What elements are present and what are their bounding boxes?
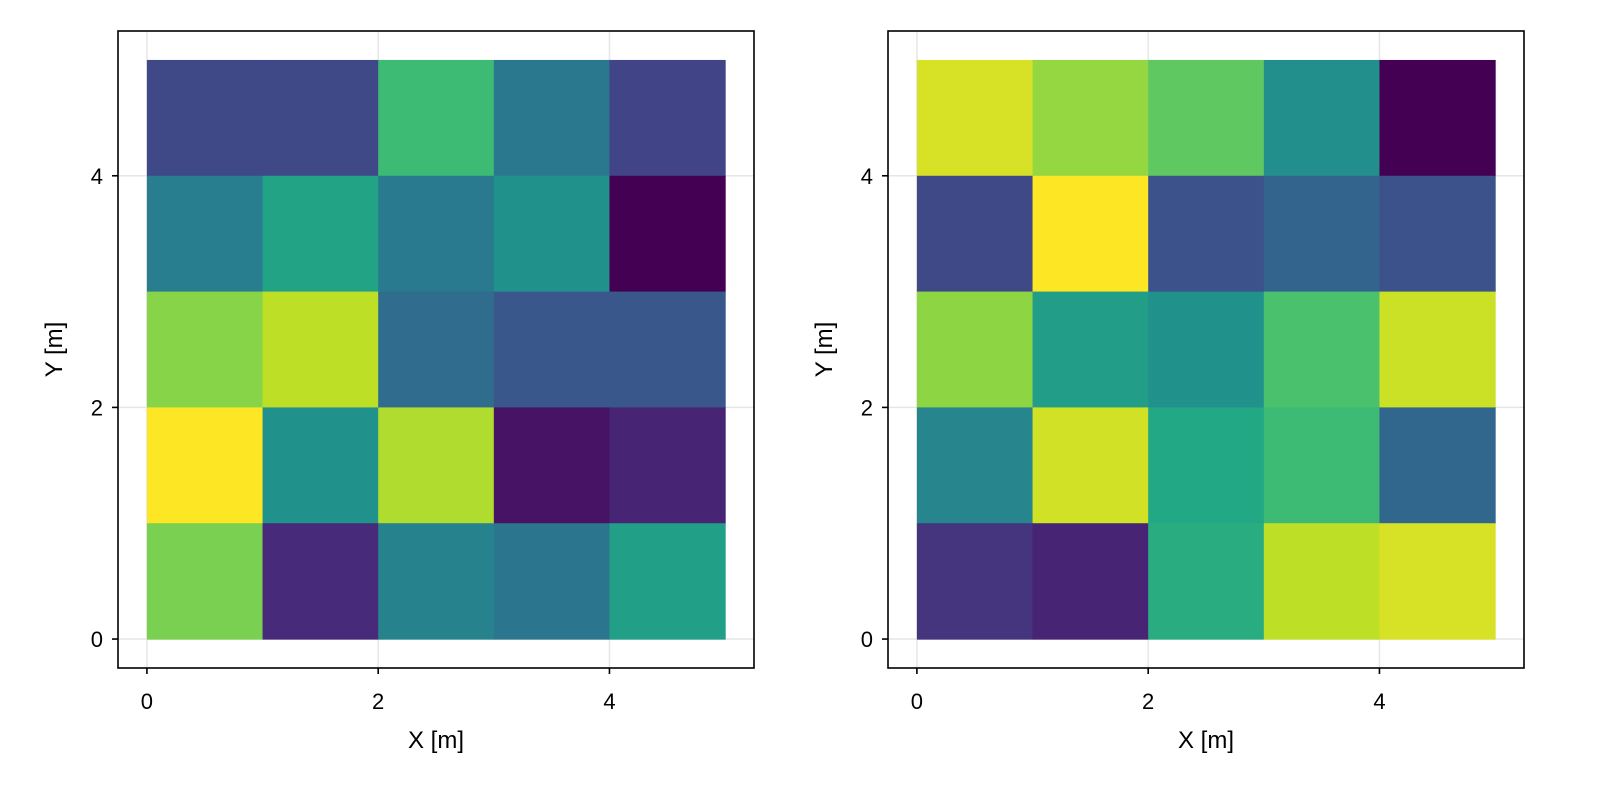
heatmap-cell-r2-c3 [1263, 291, 1381, 409]
heatmap-cell-r3-c1 [1032, 407, 1149, 524]
heatmap-cell-r4-c4 [609, 523, 726, 640]
heatmap-cell-r3-c3 [493, 407, 611, 524]
heatmap-cell-r2-c1 [262, 291, 379, 409]
heatmap-cell-r0-c3 [493, 59, 611, 177]
heatmap-cell-r0-c1 [262, 59, 379, 177]
y-tick-label: 2 [91, 395, 103, 420]
heatmap-cell-r4-c0 [146, 523, 264, 640]
heatmap-cell-r1-c1 [1032, 175, 1149, 293]
heatmap-cell-r0-c3 [1263, 59, 1381, 177]
axes-frame [117, 30, 755, 669]
heatmap-cell-r2-c4 [1379, 291, 1496, 409]
heatmap-cell-r2-c2 [1148, 291, 1265, 409]
heatmap-cell-r3-c0 [916, 407, 1034, 524]
heatmap-chart-left: 0 2 4 0 2 4 X [m] Y [m] [41, 30, 755, 754]
heatmap-cell-r2-c3 [493, 291, 611, 409]
heatmap-cell-r2-c4 [609, 291, 726, 409]
heatmap-cell-r4-c2 [378, 523, 495, 640]
heatmap-cell-r3-c0 [146, 407, 264, 524]
y-tick-label: 0 [91, 627, 103, 652]
heatmap-cell-r3-c4 [1379, 407, 1496, 524]
x-tick-label: 0 [911, 689, 923, 714]
heatmap-cell-r1-c3 [1263, 175, 1381, 293]
heatmap-cell-r3-c1 [262, 407, 379, 524]
x-tick-label: 0 [141, 689, 153, 714]
y-tick-label: 4 [861, 164, 873, 189]
heatmap-cell-r0-c0 [916, 59, 1034, 177]
heatmap-cell-r1-c0 [146, 175, 264, 293]
heatmap-cell-r3-c4 [609, 407, 726, 524]
heatmap-cell-r3-c3 [1263, 407, 1381, 524]
axes-frame [887, 30, 1525, 669]
y-tick-label: 4 [91, 164, 103, 189]
heatmap-cell-r0-c4 [609, 59, 726, 177]
heatmap-cells [146, 59, 726, 640]
x-tick-label: 2 [372, 689, 384, 714]
heatmap-cell-r4-c1 [262, 523, 379, 640]
heatmap-cell-r4-c0 [916, 523, 1034, 640]
heatmap-cell-r1-c4 [609, 175, 726, 293]
y-axis-label: Y [m] [41, 322, 68, 378]
heatmap-cell-r1-c1 [262, 175, 379, 293]
heatmap-cell-r2-c1 [1032, 291, 1149, 409]
heatmap-cell-r2-c0 [916, 291, 1034, 409]
heatmap-cell-r0-c2 [378, 59, 495, 177]
x-tick-label: 4 [1373, 689, 1385, 714]
heatmap-cell-r1-c2 [1148, 175, 1265, 293]
heatmap-cell-r0-c1 [1032, 59, 1149, 177]
heatmap-cell-r3-c2 [1148, 407, 1265, 524]
heatmap-cell-r1-c0 [916, 175, 1034, 293]
heatmap-cell-r1-c4 [1379, 175, 1496, 293]
y-axis-label: Y [m] [811, 322, 838, 378]
heatmap-cell-r4-c1 [1032, 523, 1149, 640]
heatmap-cell-r4-c4 [1379, 523, 1496, 640]
heatmap-cells [916, 59, 1496, 640]
y-tick-label: 2 [861, 395, 873, 420]
heatmap-cell-r4-c3 [493, 523, 611, 640]
x-axis-label: X [m] [408, 727, 464, 754]
heatmap-cell-r0-c0 [146, 59, 264, 177]
heatmap-cell-r0-c4 [1379, 59, 1496, 177]
heatmap-cell-r3-c2 [378, 407, 495, 524]
x-tick-label: 4 [603, 689, 615, 714]
y-tick-label: 0 [861, 627, 873, 652]
x-tick-label: 2 [1142, 689, 1154, 714]
heatmap-chart-right: 0 2 4 0 2 4 X [m] Y [m] [811, 30, 1525, 754]
x-axis-label: X [m] [1178, 727, 1234, 754]
heatmap-cell-r0-c2 [1148, 59, 1265, 177]
heatmap-cell-r4-c2 [1148, 523, 1265, 640]
heatmap-cell-r1-c2 [378, 175, 495, 293]
heatmap-cell-r2-c2 [378, 291, 495, 409]
heatmap-cell-r2-c0 [146, 291, 264, 409]
heatmap-cell-r1-c3 [493, 175, 611, 293]
heatmap-cell-r4-c3 [1263, 523, 1381, 640]
